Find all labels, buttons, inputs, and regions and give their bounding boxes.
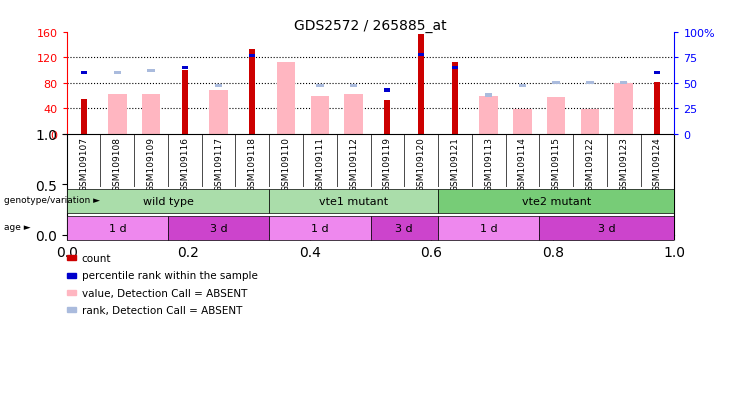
Bar xyxy=(277,63,296,134)
Text: genotype/variation ►: genotype/variation ► xyxy=(4,196,100,205)
Text: GSM109113: GSM109113 xyxy=(484,137,494,192)
Bar xyxy=(345,95,363,134)
Text: value, Detection Call = ABSENT: value, Detection Call = ABSENT xyxy=(82,288,247,298)
Text: vte1 mutant: vte1 mutant xyxy=(319,196,388,206)
Bar xyxy=(249,50,256,134)
Bar xyxy=(418,54,424,57)
Text: GSM109112: GSM109112 xyxy=(349,137,358,192)
Bar xyxy=(370,216,438,240)
Bar xyxy=(418,35,424,134)
Text: GSM109116: GSM109116 xyxy=(180,137,190,192)
Text: 1 d: 1 d xyxy=(480,223,497,233)
Text: GSM109108: GSM109108 xyxy=(113,137,122,192)
Text: vte2 mutant: vte2 mutant xyxy=(522,196,591,206)
Bar xyxy=(67,189,269,214)
Bar xyxy=(269,216,370,240)
Bar xyxy=(249,55,256,58)
Bar xyxy=(310,96,329,134)
Bar xyxy=(614,83,633,134)
Bar xyxy=(452,63,458,134)
Text: 1 d: 1 d xyxy=(311,223,329,233)
Text: 3 d: 3 d xyxy=(210,223,227,233)
Bar xyxy=(215,85,222,88)
Text: 3 d: 3 d xyxy=(598,223,616,233)
Bar xyxy=(519,85,526,88)
Bar xyxy=(620,82,628,85)
Text: 1 d: 1 d xyxy=(108,223,126,233)
Bar xyxy=(316,85,324,88)
Bar xyxy=(168,216,269,240)
Bar xyxy=(547,97,565,134)
Bar xyxy=(654,82,660,134)
Bar xyxy=(586,82,594,85)
Text: GSM109117: GSM109117 xyxy=(214,137,223,192)
Bar xyxy=(182,71,188,134)
Text: GSM109121: GSM109121 xyxy=(451,137,459,192)
Bar xyxy=(581,110,599,134)
Bar xyxy=(350,85,357,88)
Text: 3 d: 3 d xyxy=(396,223,413,233)
Text: GSM109109: GSM109109 xyxy=(147,137,156,192)
Text: GSM109120: GSM109120 xyxy=(416,137,425,192)
Text: GSM109110: GSM109110 xyxy=(282,137,290,192)
Bar xyxy=(452,67,458,70)
Bar xyxy=(539,216,674,240)
Bar xyxy=(81,100,87,134)
Text: GSM109114: GSM109114 xyxy=(518,137,527,192)
Bar xyxy=(108,95,127,134)
Text: GSM109118: GSM109118 xyxy=(247,137,257,192)
Text: percentile rank within the sample: percentile rank within the sample xyxy=(82,271,257,280)
Bar xyxy=(67,216,168,240)
Bar xyxy=(147,70,155,73)
Text: GSM109119: GSM109119 xyxy=(383,137,392,192)
Bar xyxy=(438,189,674,214)
Bar xyxy=(654,72,660,75)
Bar xyxy=(113,72,121,75)
Bar xyxy=(142,95,160,134)
Bar xyxy=(479,96,498,134)
Bar xyxy=(182,67,188,70)
Text: age ►: age ► xyxy=(4,223,30,232)
Bar xyxy=(513,110,532,134)
Text: GSM109124: GSM109124 xyxy=(653,137,662,192)
Text: GSM109122: GSM109122 xyxy=(585,137,594,192)
Bar xyxy=(385,101,391,134)
Text: GSM109123: GSM109123 xyxy=(619,137,628,192)
Bar xyxy=(81,72,87,75)
Text: GDS2572 / 265885_at: GDS2572 / 265885_at xyxy=(294,19,447,33)
Bar xyxy=(438,216,539,240)
Text: GSM109107: GSM109107 xyxy=(79,137,88,192)
Bar xyxy=(485,94,492,97)
Text: GSM109111: GSM109111 xyxy=(316,137,325,192)
Bar xyxy=(209,91,228,134)
Bar xyxy=(269,189,438,214)
Bar xyxy=(385,89,391,92)
Text: rank, Detection Call = ABSENT: rank, Detection Call = ABSENT xyxy=(82,305,242,315)
Bar xyxy=(553,82,560,85)
Text: count: count xyxy=(82,253,111,263)
Text: GSM109115: GSM109115 xyxy=(551,137,561,192)
Text: wild type: wild type xyxy=(142,196,193,206)
